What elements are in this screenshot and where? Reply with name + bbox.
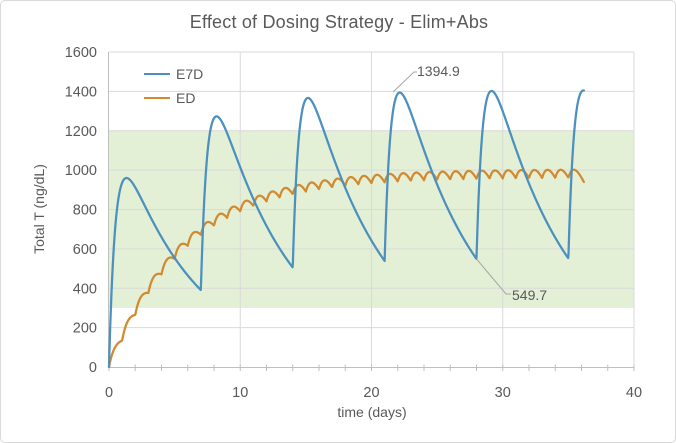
x-tick-label: 10 bbox=[232, 385, 248, 401]
y-tick-label: 800 bbox=[73, 203, 97, 219]
legend-item-e7d: E7D bbox=[144, 66, 203, 82]
x-axis-title: time (days) bbox=[337, 404, 407, 420]
y-tick-label: 600 bbox=[73, 242, 97, 258]
x-tick-label: 0 bbox=[105, 385, 113, 401]
x-tick-label: 20 bbox=[363, 385, 379, 401]
legend: E7D ED bbox=[144, 66, 203, 114]
legend-label-ed: ED bbox=[176, 90, 196, 106]
series-line-ed bbox=[107, 168, 585, 369]
legend-line-swatch-e7d bbox=[144, 72, 170, 76]
y-tick-label: 0 bbox=[89, 360, 97, 376]
y-tick-label: 1200 bbox=[65, 124, 97, 140]
y-tick-label: 1000 bbox=[65, 163, 97, 179]
y-tick-label: 1400 bbox=[65, 84, 97, 100]
legend-label-e7d: E7D bbox=[176, 66, 204, 82]
chart-title: Effect of Dosing Strategy - Elim+Abs bbox=[189, 12, 489, 32]
y-tick-label: 200 bbox=[73, 321, 97, 337]
x-tick-label: 30 bbox=[495, 385, 511, 401]
annotation-peak-value: 1394.9 bbox=[417, 63, 460, 79]
series-line-e7d bbox=[107, 89, 585, 369]
y-axis-title: Total T (ng/dL) bbox=[31, 164, 47, 254]
x-tick-label: 40 bbox=[626, 385, 642, 401]
legend-item-ed: ED bbox=[144, 90, 203, 106]
leader-line-peak bbox=[392, 71, 417, 93]
legend-line-swatch-ed bbox=[144, 96, 170, 100]
y-tick-label: 400 bbox=[73, 281, 97, 297]
annotation-trough-value: 549.7 bbox=[512, 287, 548, 303]
leader-line-trough bbox=[476, 258, 511, 295]
y-tick-label: 1600 bbox=[65, 45, 97, 61]
